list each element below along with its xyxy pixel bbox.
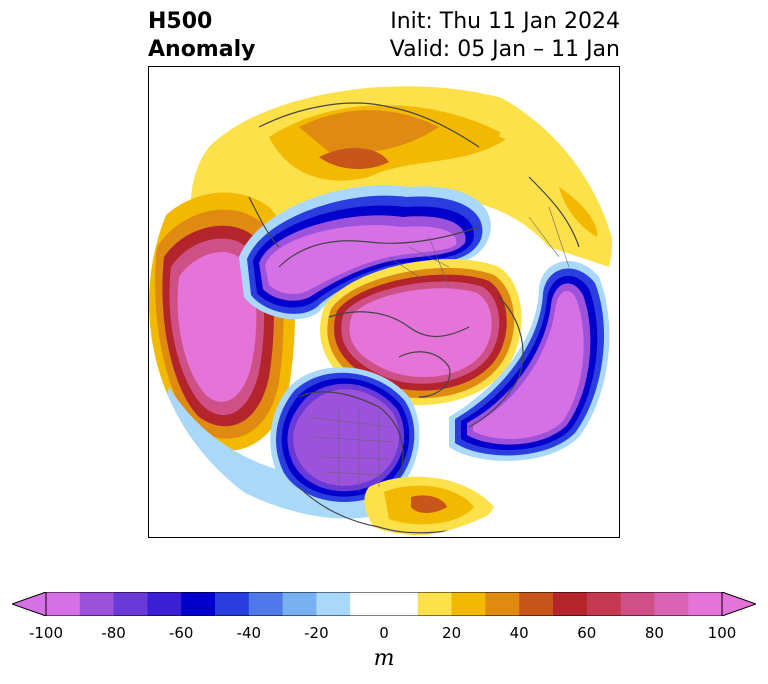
colorbar (12, 592, 756, 616)
colorbar-tick-label: 0 (379, 624, 389, 642)
init-time: Init: Thu 11 Jan 2024 (390, 9, 620, 34)
political-borders (308, 206, 570, 492)
colorbar-tick-label: 20 (442, 624, 462, 642)
colorbar-bin (620, 592, 655, 616)
colorbar-bin (350, 592, 419, 616)
colorbar-bin (553, 592, 588, 616)
colorbar-bin (79, 592, 115, 616)
colorbar-bin (248, 592, 284, 616)
colorbar-bin (282, 592, 317, 616)
colorbar-extend-min (12, 592, 47, 616)
colorbar-tick-label: 40 (509, 624, 529, 642)
colorbar-bin (485, 592, 520, 616)
colorbar-outline (45, 592, 723, 616)
colorbar-tick-label: -20 (304, 624, 329, 642)
colorbar-bin (46, 592, 81, 616)
colorbar-tick-label: -100 (28, 624, 64, 642)
map-panel (148, 66, 620, 538)
anomaly-map (149, 71, 619, 537)
colorbar-tick-label: -60 (168, 624, 194, 642)
colorbar-tick-label: -80 (101, 624, 126, 642)
colorbar-bin (417, 592, 453, 616)
coastlines (248, 102, 580, 534)
chart-title-left: H500 Anomaly (148, 8, 255, 64)
colorbar-bin (451, 592, 486, 616)
colorbar-tick-label: 80 (644, 624, 664, 642)
colorbar-unit: m (373, 646, 395, 671)
colorbar-extend-max (721, 592, 756, 616)
colorbar-tick-label: -40 (236, 624, 262, 642)
colorbar-bin (688, 592, 723, 616)
colorbar-ticks: -100 -80 -60 -40 -20 0 20 40 60 80 100 (0, 624, 768, 644)
colorbar-tick-label: 100 (707, 624, 737, 642)
colorbar-bin (654, 592, 689, 616)
colorbar-bin (316, 592, 351, 616)
colorbar-bin (215, 592, 250, 616)
chart-title-right: Init: Thu 11 Jan 2024 Valid: 05 Jan – 11… (390, 8, 620, 64)
colorbar-bin (586, 592, 622, 616)
field-name: H500 (148, 9, 213, 34)
valid-range: Valid: 05 Jan – 11 Jan (389, 37, 620, 62)
colorbar-bin (113, 592, 148, 616)
colorbar-bin (181, 592, 216, 616)
colorbar-bin (147, 592, 182, 616)
colorbar-tick-label: 60 (577, 624, 597, 642)
colorbar-bin (519, 592, 554, 616)
field-kind: Anomaly (148, 37, 256, 62)
